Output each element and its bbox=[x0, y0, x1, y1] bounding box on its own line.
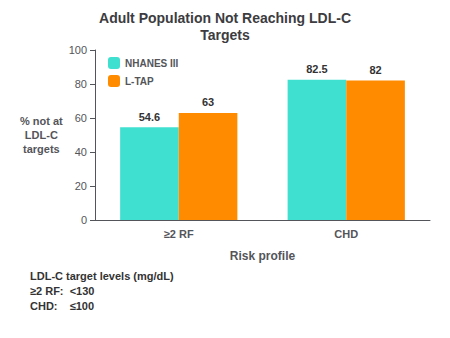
svg-text:Risk profile: Risk profile bbox=[230, 249, 296, 263]
svg-text:≥2 RF: <130: ≥2 RF: <130 bbox=[30, 285, 94, 297]
svg-text:CHD: ≤100: CHD: ≤100 bbox=[30, 300, 94, 312]
svg-text:80: 80 bbox=[75, 78, 87, 90]
svg-text:L-TAP: L-TAP bbox=[125, 76, 154, 87]
svg-text:0: 0 bbox=[81, 214, 87, 226]
svg-text:LDL-C target levels (mg/dL): LDL-C target levels (mg/dL) bbox=[30, 270, 174, 282]
svg-text:82.5: 82.5 bbox=[306, 63, 327, 75]
svg-text:≥2 RF: ≥2 RF bbox=[164, 228, 194, 240]
svg-text:CHD: CHD bbox=[334, 228, 358, 240]
svg-text:100: 100 bbox=[69, 44, 87, 56]
svg-text:targets: targets bbox=[23, 143, 60, 155]
svg-text:20: 20 bbox=[75, 180, 87, 192]
svg-text:40: 40 bbox=[75, 146, 87, 158]
svg-text:54.6: 54.6 bbox=[139, 111, 160, 123]
svg-text:% not at: % not at bbox=[20, 115, 63, 127]
svg-text:Adult Population Not Reaching: Adult Population Not Reaching LDL-C bbox=[99, 10, 351, 26]
svg-text:82: 82 bbox=[369, 64, 381, 76]
svg-text:60: 60 bbox=[75, 112, 87, 124]
svg-text:NHANES III: NHANES III bbox=[125, 58, 179, 69]
svg-text:Targets: Targets bbox=[200, 27, 250, 43]
svg-text:63: 63 bbox=[202, 96, 214, 108]
svg-text:LDL-C: LDL-C bbox=[25, 129, 58, 141]
